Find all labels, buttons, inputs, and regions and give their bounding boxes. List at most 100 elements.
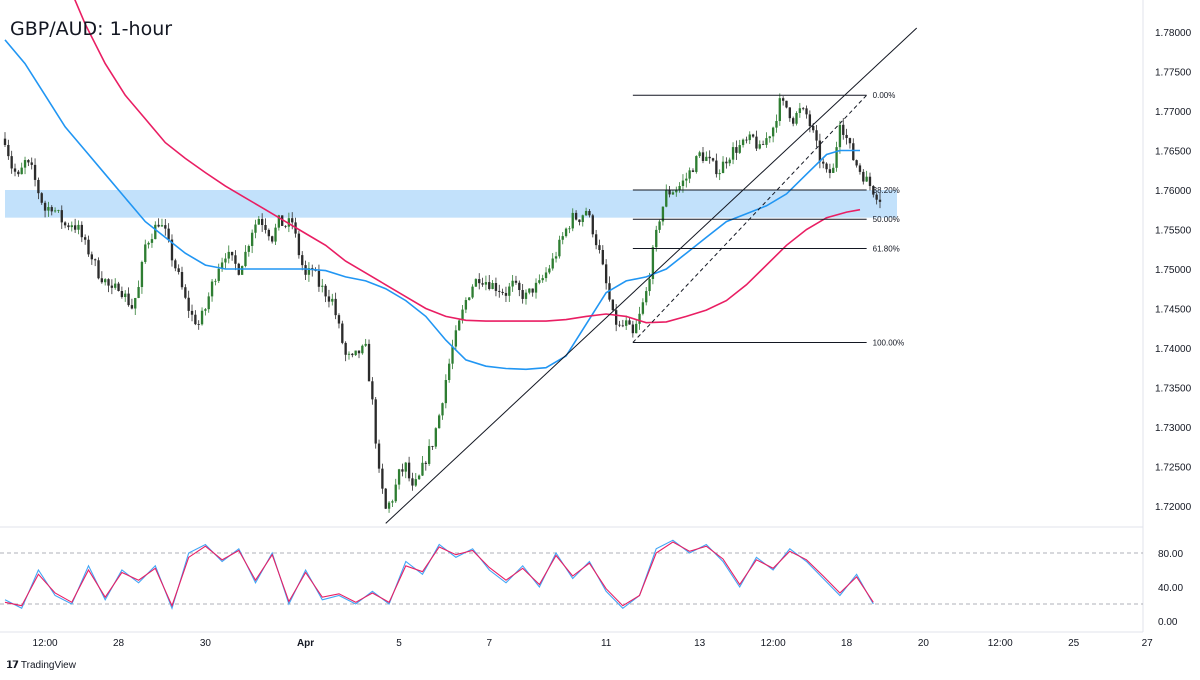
candle-body [307, 268, 311, 275]
candle-body [347, 353, 351, 355]
candle-body [254, 224, 257, 233]
time-axis-tick-label: 12:00 [33, 638, 58, 649]
candle-body [334, 298, 337, 316]
candle-body [531, 288, 534, 293]
price-axis-tick-label: 1.76000 [1155, 186, 1192, 197]
candle-body [641, 302, 645, 314]
candle-body [675, 189, 678, 193]
candle-body [200, 310, 204, 325]
candle-body [83, 237, 87, 240]
candle-body [708, 156, 711, 159]
candle-body [60, 210, 63, 223]
candle-body [40, 193, 43, 203]
candle-body [501, 291, 504, 294]
candle-body [574, 212, 578, 220]
candle-body [862, 171, 865, 182]
candle-body [424, 462, 427, 464]
price-axis-tick-label: 1.75000 [1155, 265, 1192, 276]
time-axis-tick-label: 18 [841, 638, 853, 649]
candle-body [281, 215, 284, 226]
candle-body [671, 192, 675, 195]
candle-body [695, 156, 698, 172]
candle-body [778, 98, 781, 122]
candle-body [454, 330, 458, 347]
footer[interactable]: 𝟭𝟳 TradingView [6, 660, 76, 671]
candle-body [371, 381, 374, 400]
candle-body [798, 108, 802, 113]
candle-body [180, 272, 184, 288]
candle-body [13, 168, 17, 172]
candle-body [264, 225, 267, 230]
candle-body [685, 178, 688, 181]
candle-body [825, 163, 828, 170]
candle-body [30, 162, 33, 165]
candle-body [184, 287, 187, 298]
candle-body [755, 136, 758, 149]
candle-body [357, 350, 361, 354]
candle-body [431, 446, 434, 447]
candle-body [711, 158, 715, 161]
moving-average-slow-line [74, 0, 861, 324]
candle-body [167, 228, 170, 240]
candle-body [735, 147, 738, 153]
candle-body [721, 161, 725, 174]
candle-body [110, 285, 114, 288]
candle-body [124, 293, 127, 298]
candle-body [394, 484, 397, 502]
brand-label: TradingView [20, 660, 76, 671]
price-axis-tick-label: 1.72000 [1155, 502, 1192, 513]
candle-body [427, 446, 431, 464]
candle-body [598, 245, 601, 250]
candle-body [524, 292, 528, 299]
candle-body [731, 147, 735, 160]
candle-body [588, 210, 591, 216]
candle-body [117, 283, 120, 291]
candle-body [324, 285, 327, 297]
candle-body [788, 107, 791, 119]
candle-body [868, 176, 872, 186]
candle-body [437, 415, 441, 429]
candle-body [127, 293, 130, 306]
candle-body [364, 343, 367, 346]
candle-body [354, 350, 357, 356]
fib-level-label: 100.00% [873, 338, 905, 347]
candle-body [875, 194, 878, 200]
candle-body [157, 224, 160, 227]
candle-body [170, 239, 174, 261]
candle-body [745, 139, 748, 141]
candle-body [635, 323, 638, 334]
candle-body [134, 297, 137, 309]
candle-body [748, 134, 751, 141]
candle-body [461, 309, 464, 321]
candle-body [581, 215, 584, 223]
candle-body [751, 134, 755, 137]
price-axis-tick-label: 1.73500 [1155, 384, 1192, 395]
candle-body [718, 173, 721, 175]
candle-body [638, 313, 641, 324]
candle-body [220, 262, 224, 269]
candle-body [765, 138, 768, 145]
candle-body [658, 221, 661, 230]
candle-body [538, 280, 541, 283]
candle-body [267, 229, 271, 237]
candle-body [33, 164, 37, 180]
time-axis-tick-label: 20 [918, 638, 930, 649]
candle-body [554, 256, 558, 259]
candle-body [805, 108, 808, 115]
candle-body [478, 279, 481, 284]
candle-body [775, 121, 778, 128]
candle-body [207, 296, 210, 310]
candle-body [391, 501, 394, 503]
candle-body [177, 268, 180, 273]
candle-body [37, 179, 40, 194]
candle-body [194, 314, 197, 325]
candle-body [651, 247, 655, 279]
candle-body [835, 147, 838, 168]
candle-body [488, 282, 491, 289]
price-axis-tick-label: 1.76500 [1155, 147, 1192, 158]
time-axis-tick-label: 27 [1142, 638, 1154, 649]
price-axis-tick-label: 1.74000 [1155, 344, 1192, 355]
candle-body [387, 502, 391, 509]
candle-body [818, 140, 822, 162]
